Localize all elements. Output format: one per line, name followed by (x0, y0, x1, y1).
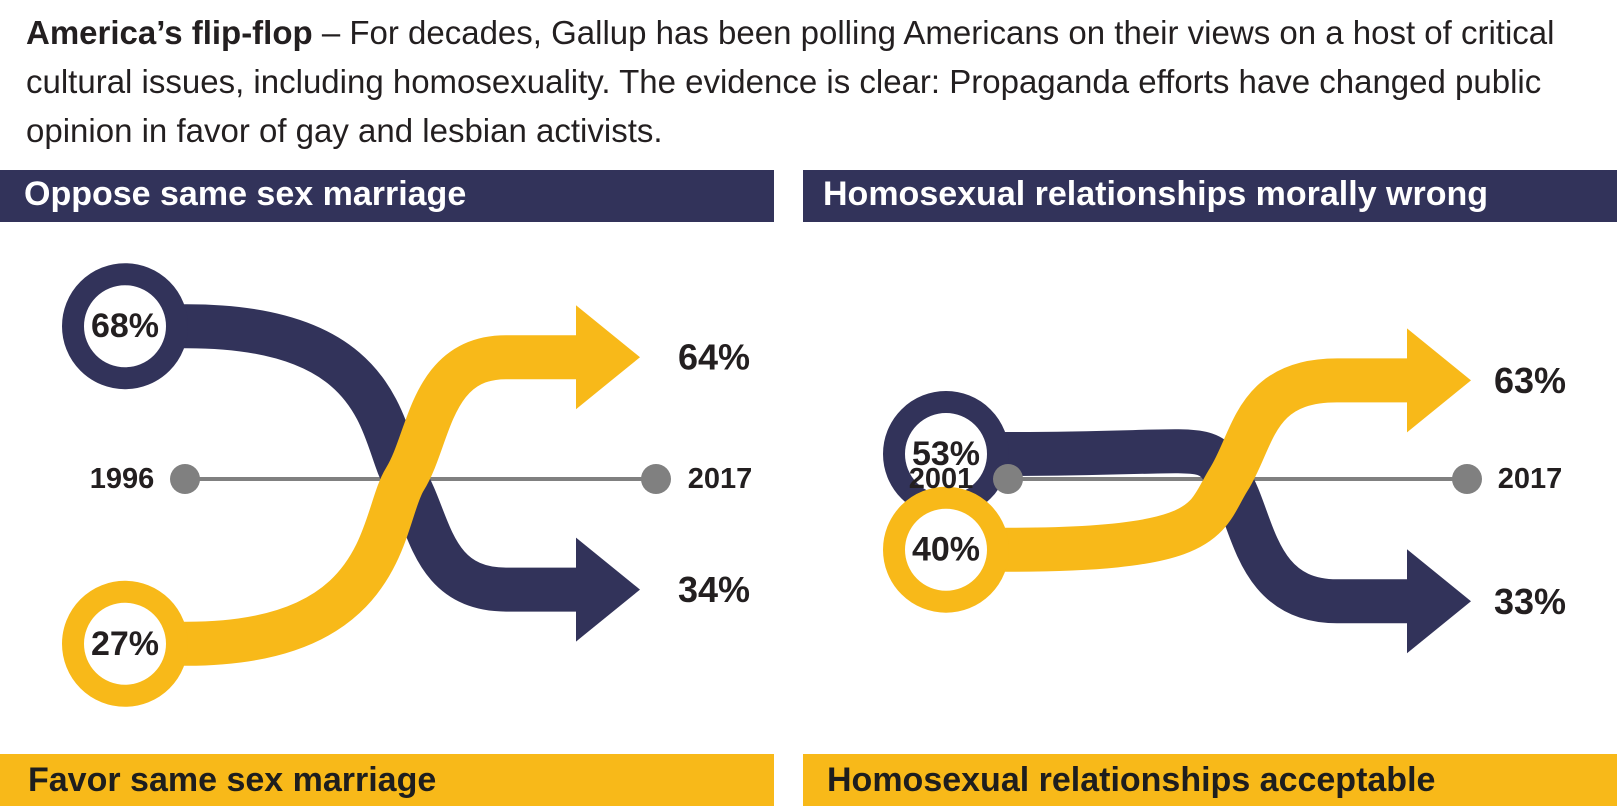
panel-1-chart: 1996 2017 68% 27% 64% 34% (62, 263, 753, 707)
panel-1-start-year: 1996 (90, 463, 155, 495)
panel-1-favor-arrowhead (576, 305, 640, 410)
panel-1-end-year: 2017 (688, 463, 753, 495)
panel-1-favor-end-value: 64% (678, 337, 750, 378)
panel-2-start-year: 2001 (909, 463, 974, 495)
panel-2-favor-trend-band (938, 358, 1407, 572)
panel-1-oppose-start-value: 68% (91, 307, 159, 345)
panel-2-oppose-start-value: 53% (912, 435, 980, 473)
panel-2-favor-arrowhead (1407, 328, 1471, 433)
panel-2-bottom-label: Homosexual relationships acceptable (827, 761, 1436, 799)
panel-1-end-year-dot (641, 464, 671, 494)
panel-2-favor-start-value: 40% (912, 531, 980, 569)
panel-1-bottom-label: Favor same sex marriage (28, 761, 437, 799)
intro-lead: America’s flip-flop (26, 14, 313, 51)
panel-2-start-year-dot (993, 464, 1023, 494)
panel-1-top-label: Oppose same sex marriage (24, 175, 467, 213)
panel-2-end-year-dot (1452, 464, 1482, 494)
intro-text: America’s flip-flop – For decades, Gallu… (26, 8, 1596, 155)
panel-1-favor-start-value: 27% (91, 625, 159, 663)
panel-2-favor-start-circle (883, 486, 1009, 613)
panel-1-oppose-start-circle (62, 263, 188, 390)
panel-2-bottom-banner: Homosexual relationships acceptable (803, 754, 1617, 806)
panel-2-chart: 2001 2017 53% 40% 63% 33% (883, 328, 1566, 654)
panel-1-favor-trend-band (117, 335, 576, 666)
intro-body: – For decades, Gallup has been polling A… (26, 14, 1555, 149)
panel-1-top-banner: Oppose same sex marriage (0, 170, 774, 222)
panel-2-oppose-end-value: 33% (1494, 581, 1566, 622)
panel-1-bottom-banner: Favor same sex marriage (0, 754, 774, 806)
panel-2-top-label: Homosexual relationships morally wrong (823, 175, 1489, 213)
panel-2-top-banner: Homosexual relationships morally wrong (803, 170, 1617, 222)
panel-1-start-year-dot (170, 464, 200, 494)
panel-2-end-year: 2017 (1498, 463, 1563, 495)
panel-1-favor-start-circle (62, 580, 188, 707)
panel-1-oppose-end-value: 34% (678, 569, 750, 610)
panel-2-oppose-arrowhead (1407, 549, 1471, 654)
panel-1-oppose-arrowhead (576, 537, 640, 642)
panel-2-favor-end-value: 63% (1494, 360, 1566, 401)
